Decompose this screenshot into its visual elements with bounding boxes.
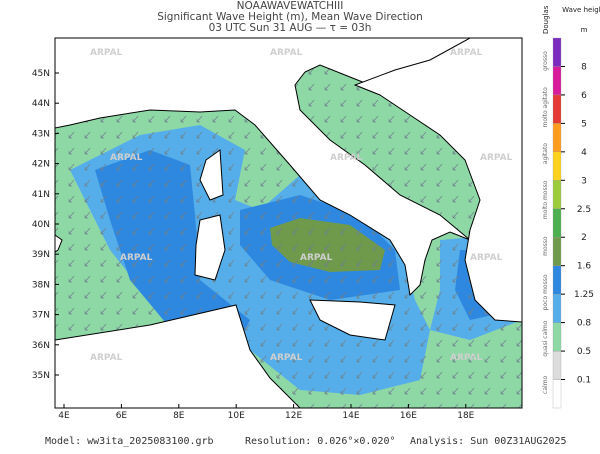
lon-label: 16E [400,411,417,421]
douglas-label: agitato [542,143,549,165]
lat-label: 44N [32,99,50,109]
colorbar-label: 8 [581,62,587,72]
colorbar-band [552,37,562,67]
colorbar-band [552,294,562,323]
douglas-label: mosso [542,236,549,256]
lon-label: 6E [116,411,128,421]
lat-label: 37N [32,311,50,321]
title: NOAAWAVEWATCHIII [237,0,344,12]
douglas-label: molto mosso [542,180,549,219]
land [353,38,522,323]
lat-label: 35N [32,371,50,381]
colorbar-unit: m [581,26,588,34]
colorbar-band [552,151,562,181]
colorbar-band [552,180,562,209]
colorbar-label: 3 [581,176,587,186]
colorbar-label: 1.6 [577,262,592,272]
colorbar-label: 4 [581,148,587,158]
land [55,304,301,408]
douglas-label: calmo [542,375,549,393]
watermark: ARPAL [90,353,123,363]
colorbar-label: 5 [581,119,587,129]
colorbar-label: 0.1 [577,376,591,386]
watermark: ARPAL [450,353,483,363]
watermark: ARPAL [450,48,483,58]
colorbar-band [552,350,562,380]
footer-analysis: Analysis: Sun 00Z31AUG2025 [410,436,567,447]
colorbar-band [552,66,562,96]
land [194,214,226,281]
time: 03 UTC Sun 31 AUG — τ = 03h [209,22,372,34]
colorbar-label: 2 [581,233,587,243]
lat-label: 43N [32,129,50,139]
watermark: ARPAL [480,153,513,163]
colorbar-band [552,379,562,409]
lon-label: 14E [342,411,359,421]
lon-label: 8E [173,411,185,421]
colorbar-label: 0.5 [577,347,591,357]
colorbar-band [552,265,562,295]
watermark: ARPAL [90,48,123,58]
lon-label: 10E [228,411,245,421]
lat-label: 45N [32,69,50,79]
lon-label: 12E [285,411,302,421]
watermark: ARPAL [470,253,503,263]
lat-label: 42N [32,160,50,170]
lon-label: 18E [457,411,474,421]
lat-label: 38N [32,280,50,290]
watermark: ARPAL [270,48,303,58]
colorbar-label: 6 [581,91,587,101]
land [55,234,63,253]
footer-resolution: Resolution: 0.026°×0.020° [245,436,396,447]
watermark: ARPAL [300,253,333,263]
lat-label: 40N [32,220,50,230]
colorbar-band [552,237,562,266]
douglas-label: quasi calmo [542,320,549,356]
subtitle: Significant Wave Height (m), Mean Wave D… [157,11,423,23]
map [55,38,522,408]
colorbar-label: 0.8 [577,319,592,329]
land [199,149,224,201]
land [309,299,396,341]
map-frame [54,37,523,409]
footer-model: Model: ww3ita_2025083100.grb [45,436,214,447]
scale-title: Douglas [542,5,550,34]
colorbar-band [552,208,562,238]
colorbar-band [552,123,562,152]
lon-label: 4E [58,411,70,421]
lat-label: 41N [32,190,50,200]
watermark: ARPAL [120,253,153,263]
lat-label: 39N [32,250,50,260]
colorbar-title: Wave height [562,6,600,14]
watermark: ARPAL [110,153,143,163]
colorbar-label: 1.25 [574,290,594,300]
colorbar-band [552,94,562,124]
douglas-label: molto agitato [542,87,549,128]
colorbar-label: 2.5 [577,205,591,215]
douglas-label: grosso [542,51,549,71]
lat-label: 36N [32,341,50,351]
watermark: ARPAL [330,153,363,163]
colorbar-band [552,322,562,352]
douglas-label: poco mosso [542,274,549,310]
watermark: ARPAL [270,353,303,363]
